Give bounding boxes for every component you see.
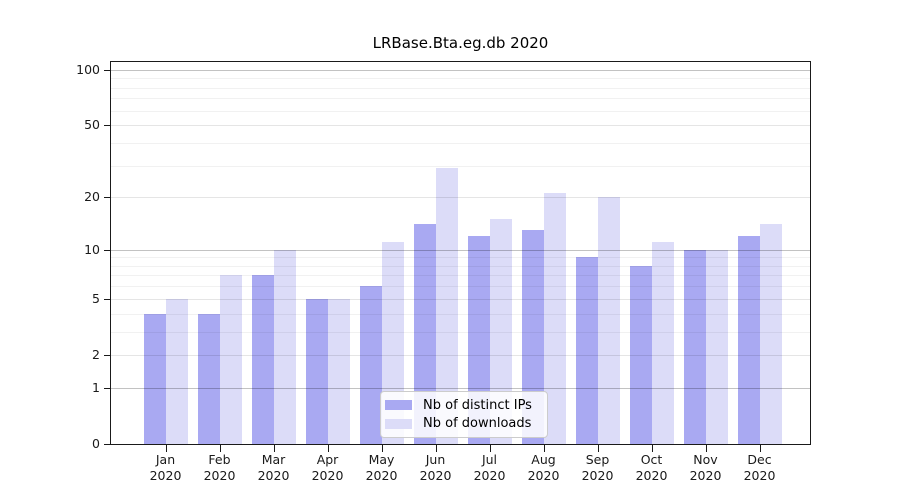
gridline [111,110,810,112]
gridline [111,249,810,251]
x-tick [165,445,167,452]
gridline [111,331,810,333]
gridline [111,298,810,300]
gridline [111,69,810,71]
bar-ips-oct [629,265,652,444]
y-tick-label: 100 [76,61,100,77]
bar-downloads-aug [543,193,566,444]
y-tick-label: 10 [84,241,100,257]
gridline [111,257,810,259]
bar-ips-aug [521,229,544,444]
legend-item-downloads: Nb of downloads [385,415,541,434]
y-tick-label: 0 [92,436,100,451]
bar-downloads-jan [165,298,188,444]
bar-ips-jun [413,224,436,444]
x-tick-label: Dec 2020 [743,452,776,483]
bar-downloads-oct [651,242,674,444]
x-tick-label: Apr 2020 [311,452,344,483]
legend-label-downloads: Nb of downloads [423,416,532,432]
bar-downloads-sep [597,197,620,444]
bar-downloads-nov [705,249,728,444]
bar-downloads-mar [273,249,296,444]
y-tick-label: 1 [92,379,100,395]
x-tick [651,445,653,452]
x-tick [489,445,491,452]
gridline [111,354,810,356]
x-tick [759,445,761,452]
gridline [111,87,810,89]
x-tick-label: Jan 2020 [149,452,182,483]
bar-ips-feb [197,313,220,444]
legend-label-ips: Nb of distinct IPs [423,397,532,413]
y-tick [104,354,111,356]
x-tick-label: Jun 2020 [419,452,452,483]
x-tick [273,445,275,452]
y-tick [104,125,111,127]
y-tick [104,197,111,199]
legend: Nb of distinct IPs Nb of downloads [380,391,548,438]
x-tick [705,445,707,452]
bar-ips-dec [737,236,760,444]
gridline [111,265,810,267]
y-tick-label: 2 [92,346,100,362]
bar-downloads-jun [435,168,458,444]
y-tick-label: 50 [84,117,100,133]
gridline [111,125,810,127]
gridline [111,313,810,315]
gridline [111,78,810,80]
bar-downloads-apr [327,298,350,444]
legend-swatch-ips [385,400,412,411]
x-tick-label: Jul 2020 [473,452,506,483]
x-tick [219,445,221,452]
y-tick-label: 20 [84,189,100,205]
x-tick-label: May 2020 [365,452,398,483]
y-tick-label: 5 [92,290,100,306]
y-tick [104,249,111,251]
bar-ips-sep [575,257,598,444]
x-tick-label: Feb 2020 [203,452,236,483]
x-tick-label: Oct 2020 [635,452,668,483]
legend-swatch-downloads [385,418,412,429]
y-tick [104,444,111,445]
bar-downloads-jul [489,219,512,444]
bar-downloads-dec [759,224,782,444]
bar-ips-apr [305,298,328,444]
gridline [111,98,810,100]
x-tick-label: Nov 2020 [689,452,722,483]
y-tick [104,387,111,389]
gridline [111,142,810,144]
bar-ips-nov [683,249,706,444]
x-tick [435,445,437,452]
bar-ips-mar [251,275,274,444]
chart-title: LRBase.Bta.eg.db 2020 [372,34,549,52]
gridline [111,197,810,199]
x-tick-label: Aug 2020 [527,452,560,483]
x-tick-label: Mar 2020 [257,452,290,483]
plot-area [110,61,811,445]
bar-ips-jan [143,313,166,444]
x-tick-label: Sep 2020 [581,452,614,483]
gridline [111,165,810,167]
x-tick [543,445,545,452]
y-tick [104,69,111,71]
gridline [111,286,810,288]
gridline [111,275,810,277]
x-tick [381,445,383,452]
y-tick [104,298,111,300]
x-tick [327,445,329,452]
bar-ips-may [359,286,382,444]
gridline [111,387,810,389]
bar-downloads-feb [219,275,242,444]
legend-item-ips: Nb of distinct IPs [385,396,541,415]
x-tick [597,445,599,452]
